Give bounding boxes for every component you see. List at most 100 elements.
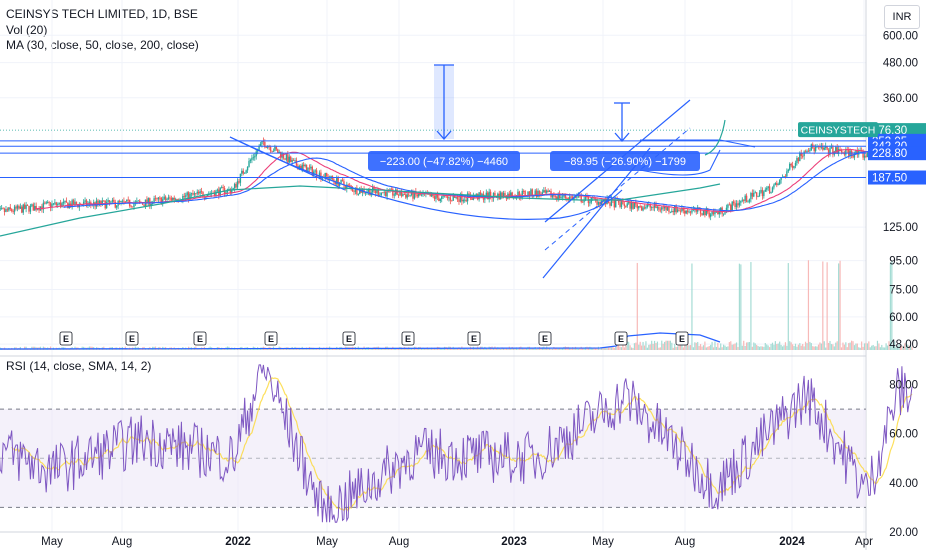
candle-body — [256, 150, 259, 152]
volume-bar — [498, 348, 500, 350]
candle-body — [813, 147, 815, 152]
candle-body — [652, 206, 654, 208]
candle-body — [261, 140, 263, 144]
candle-body — [459, 193, 462, 202]
candle-body — [156, 198, 158, 200]
candle-body — [770, 191, 772, 193]
measure-head-2 — [614, 132, 630, 142]
candle-body — [249, 159, 252, 162]
candle-body — [84, 200, 86, 202]
candle-body — [9, 207, 11, 210]
candle-body — [324, 172, 326, 178]
candle-body — [420, 194, 423, 196]
candle-body — [353, 191, 355, 193]
candle-body — [356, 187, 358, 195]
volume-bar — [769, 347, 771, 350]
volume-bar — [573, 348, 575, 350]
breakout-curve — [704, 119, 726, 156]
candle-body — [428, 193, 430, 195]
candle-body — [65, 200, 68, 203]
volume-bar — [183, 348, 185, 350]
price-tick-label: 48.00 — [889, 339, 918, 351]
candle-body — [439, 198, 441, 201]
volume-bar — [687, 341, 689, 350]
volume-ma-line — [0, 332, 721, 350]
volume-bar — [235, 348, 237, 350]
volume-bar — [548, 347, 551, 350]
volume-bar — [832, 344, 834, 350]
volume-bar — [718, 347, 720, 350]
volume-bar — [590, 347, 592, 350]
volume-bar — [462, 348, 464, 350]
candle-body — [594, 198, 597, 200]
volume-bar — [789, 341, 791, 350]
volume-bar — [826, 262, 828, 350]
volume-bar — [810, 343, 812, 350]
candle-body — [45, 202, 47, 204]
candle-body — [72, 200, 75, 206]
volume-bar — [615, 346, 617, 350]
volume-bar — [467, 348, 469, 350]
volume-bar — [727, 346, 729, 350]
candle-body — [718, 211, 720, 215]
time-tick-label: Apr — [855, 536, 873, 548]
earnings-marker: E — [264, 331, 278, 346]
candle-body — [114, 201, 116, 208]
candle-body — [336, 178, 338, 185]
volume-bar — [865, 342, 867, 350]
volume-bar — [576, 347, 578, 350]
volume-bar — [848, 343, 850, 350]
candle-body — [259, 143, 262, 147]
candle-body — [367, 189, 370, 192]
volume-bar — [753, 342, 755, 350]
volume-bar — [909, 345, 912, 350]
volume-bar — [800, 345, 802, 350]
candle-body — [290, 156, 292, 162]
candle-body — [686, 210, 689, 213]
currency-selector[interactable]: INR — [884, 5, 920, 29]
candle-body — [551, 195, 554, 198]
candle-body — [418, 193, 420, 197]
candle-body — [287, 154, 289, 163]
volume-bar — [849, 342, 851, 350]
candle-body — [294, 160, 296, 162]
candle-body — [809, 150, 811, 152]
candle-body — [534, 190, 536, 196]
candle-body — [689, 211, 692, 213]
earnings-box — [401, 331, 415, 346]
volume-bar — [307, 348, 309, 350]
candle-body — [245, 170, 247, 173]
candle-body — [702, 209, 705, 216]
volume-bar — [500, 348, 502, 350]
candle-body — [199, 191, 201, 194]
volume-bar — [760, 346, 762, 350]
volume-bar — [901, 345, 903, 350]
candle-body — [34, 205, 36, 211]
candle-body — [430, 194, 433, 197]
price-tick-label: 60.00 — [889, 312, 918, 324]
volume-bar — [455, 347, 457, 350]
volume-bar — [451, 348, 453, 350]
volume-bar — [547, 348, 549, 350]
candle-body — [255, 151, 257, 157]
volume-bar — [423, 348, 426, 350]
volume-bar — [356, 348, 358, 350]
candle-body — [564, 194, 567, 198]
volume-bar — [699, 344, 702, 350]
candle-body — [254, 156, 256, 158]
candle-body — [646, 204, 649, 207]
volume-bar — [554, 348, 556, 350]
volume-bar — [661, 340, 663, 350]
volume-bar — [316, 348, 318, 350]
volume-bar — [665, 340, 667, 350]
candle-body — [292, 160, 295, 161]
candle-body — [416, 194, 418, 197]
symbol-tag: CEINSYSTECH — [801, 125, 876, 137]
candle-body — [71, 200, 73, 208]
volume-bar — [649, 344, 651, 350]
candle-body — [804, 151, 807, 153]
earnings-box — [467, 331, 481, 346]
candle-body — [583, 199, 585, 203]
cup-curve — [639, 149, 721, 176]
